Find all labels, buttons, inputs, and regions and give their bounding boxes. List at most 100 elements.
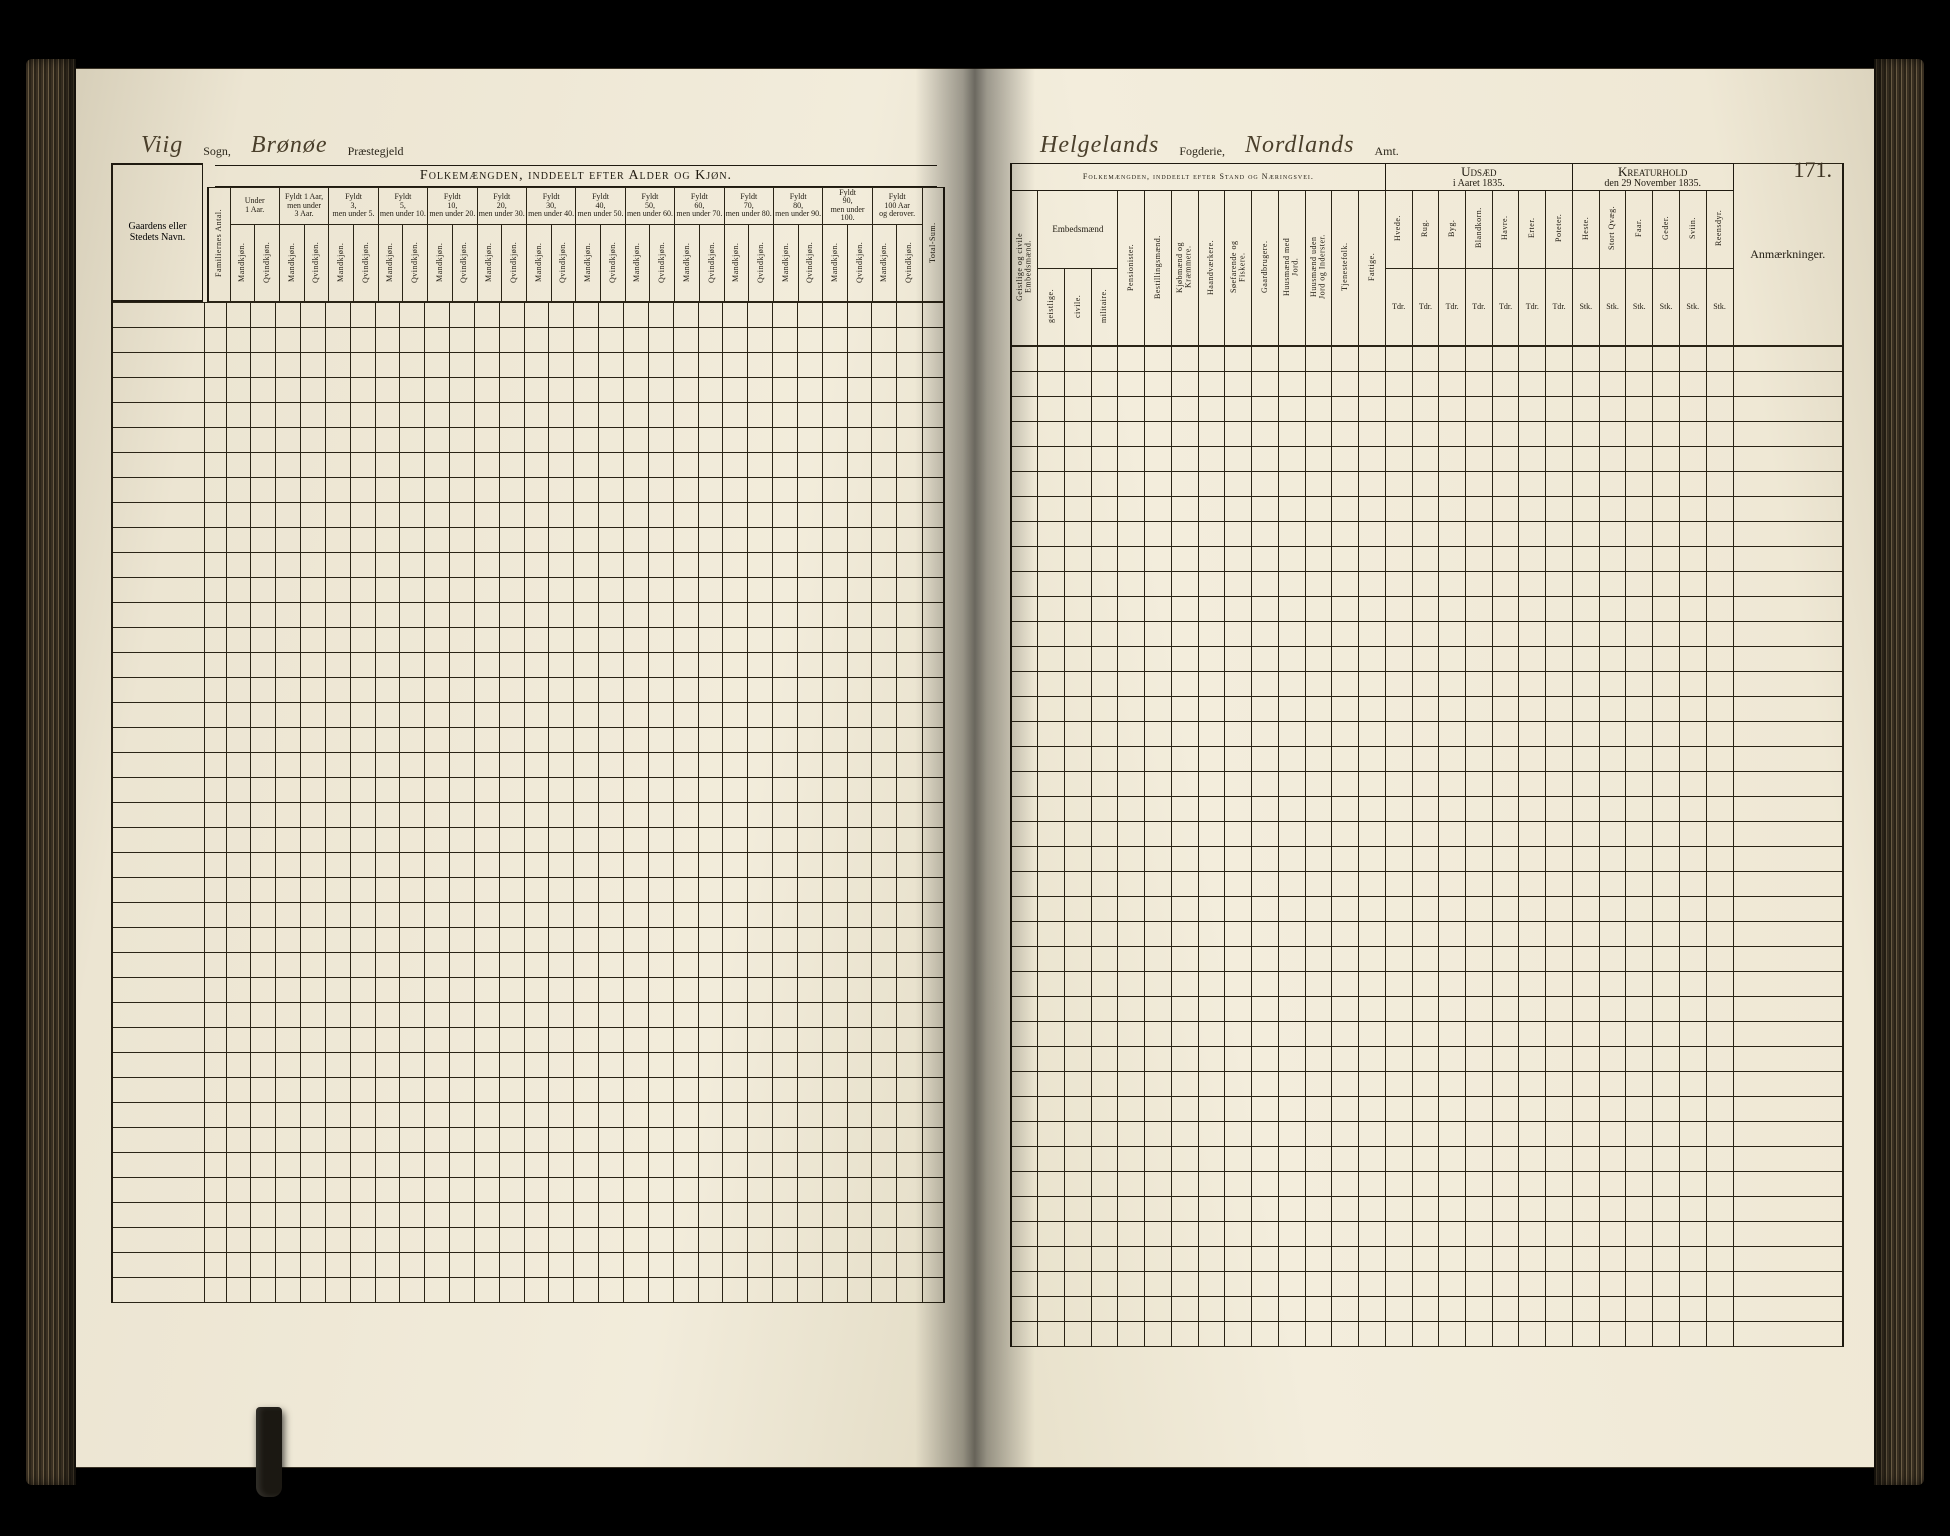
table-row	[112, 877, 944, 902]
table-row	[1011, 946, 1843, 971]
kreatur-col-4: Sviin.	[1689, 192, 1697, 264]
qvindkjon-label: Qvindkjøn.	[460, 226, 468, 298]
binder-clip	[256, 1407, 282, 1497]
gaard-column-header: Gaardens eller Stedets Navn.	[111, 163, 203, 302]
page-stack-left	[26, 59, 76, 1485]
udsad-unit: Tdr.	[1519, 268, 1546, 345]
table-row	[1011, 596, 1843, 621]
table-row	[112, 552, 944, 577]
udsad-col-5: Erter.	[1528, 192, 1536, 264]
age-group-13: Fyldt100 Aarog derover.	[872, 188, 922, 225]
table-row	[112, 777, 944, 802]
left-header-table: Familiernes Antal.Under1 Aar.Fyldt 1 Aar…	[207, 187, 945, 302]
table-row	[112, 377, 944, 402]
table-row	[112, 327, 944, 352]
stand-col-11: Fattige.	[1368, 231, 1376, 303]
stand-col-4: Kjøbmænd og Kræmmere.	[1176, 231, 1193, 303]
gaard-label: Gaardens eller Stedets Navn.	[117, 221, 198, 243]
table-row	[1011, 1196, 1843, 1221]
age-group-12: Fyldt90,men under 100.	[823, 188, 872, 225]
table-row	[1011, 471, 1843, 496]
table-row	[1011, 671, 1843, 696]
table-row	[112, 1252, 944, 1277]
left-grid-body	[111, 302, 945, 1303]
right-grid-body	[1010, 346, 1844, 1347]
table-row	[112, 1202, 944, 1227]
table-row	[112, 1027, 944, 1052]
table-row	[112, 452, 944, 477]
kreatur-unit: Stk.	[1679, 268, 1706, 345]
table-row	[112, 1002, 944, 1027]
table-row	[112, 927, 944, 952]
stand-col-9: Huusmænd uden Jord og Inderster.	[1310, 231, 1327, 303]
table-row	[112, 752, 944, 777]
qvindkjon-label: Qvindkjøn.	[263, 226, 271, 298]
table-row	[112, 402, 944, 427]
age-group-6: Fyldt30,men under 40.	[526, 188, 575, 225]
qvindkjon-label: Qvindkjøn.	[411, 226, 419, 298]
table-row	[112, 1127, 944, 1152]
qvindkjon-label: Qvindkjøn.	[856, 226, 864, 298]
stand-col-0: Geistlige og civile Embedsmænd.	[1016, 231, 1033, 303]
table-row	[1011, 1271, 1843, 1296]
mandkjon-label: Mandkjøn.	[535, 226, 543, 298]
table-row	[1011, 1021, 1843, 1046]
table-row	[1011, 796, 1843, 821]
fogderi-printed-label: Fogderie,	[1179, 144, 1225, 159]
udsad-col-4: Havre.	[1501, 192, 1509, 264]
kreatur-col-2: Faar.	[1635, 192, 1643, 264]
page-stack-right	[1874, 59, 1924, 1485]
stand-col-2: Pensionister.	[1127, 231, 1135, 303]
table-row	[112, 677, 944, 702]
table-row	[1011, 1221, 1843, 1246]
table-row	[1011, 1096, 1843, 1121]
embed-sub-m: militaire.	[1100, 270, 1108, 342]
kreatur-col-3: Geder.	[1662, 192, 1670, 264]
table-row	[112, 1177, 944, 1202]
table-row	[112, 527, 944, 552]
embed-sub-g: geistlige.	[1047, 270, 1055, 342]
table-row	[112, 952, 944, 977]
udsad-col-1: Rug.	[1421, 192, 1429, 264]
qvindkjon-label: Qvindkjøn.	[806, 226, 814, 298]
total-label: Total-Sum.	[929, 207, 937, 279]
table-row	[1011, 546, 1843, 571]
qvindkjon-label: Qvindkjøn.	[362, 226, 370, 298]
table-row	[1011, 721, 1843, 746]
table-row	[1011, 446, 1843, 471]
qvindkjon-label: Qvindkjøn.	[510, 226, 518, 298]
stand-col-10: Tjenestefolk.	[1341, 231, 1349, 303]
table-row	[112, 1152, 944, 1177]
table-row	[112, 702, 944, 727]
kreatur-sub: den 29 November 1835.	[1574, 179, 1732, 190]
udsad-title: Udsæd	[1387, 165, 1571, 179]
kreatur-col-5: Reensdyr.	[1715, 192, 1723, 264]
fogderi-handwriting: Helgelands	[1040, 132, 1159, 159]
praestegjeld-handwriting: Brønøe	[251, 132, 328, 159]
age-group-2: Fyldt3,men under 5.	[329, 188, 378, 225]
amt-handwriting: Nordlands	[1245, 132, 1354, 159]
age-group-4: Fyldt10,men under 20.	[428, 188, 477, 225]
table-row	[112, 827, 944, 852]
kreatur-unit: Stk.	[1626, 268, 1653, 345]
table-row	[1011, 921, 1843, 946]
age-group-9: Fyldt60,men under 70.	[675, 188, 724, 225]
mandkjon-label: Mandkjøn.	[238, 226, 246, 298]
amt-printed-label: Amt.	[1374, 144, 1398, 159]
embedsmaend-label: Embedsmænd	[1038, 191, 1118, 268]
table-row	[1011, 996, 1843, 1021]
age-group-10: Fyldt70,men under 80.	[724, 188, 773, 225]
folkemaengde-wrap: Folkemængden, inddeelt efter Alder og Kj…	[207, 163, 945, 302]
mandkjon-label: Mandkjøn.	[584, 226, 592, 298]
qvindkjon-label: Qvindkjøn.	[559, 226, 567, 298]
table-row	[1011, 396, 1843, 421]
mandkjon-label: Mandkjøn.	[683, 226, 691, 298]
table-row	[112, 1052, 944, 1077]
table-row	[1011, 621, 1843, 646]
udsad-unit: Tdr.	[1385, 268, 1412, 345]
left-section-title: Folkemængden, inddeelt efter Alder og Kj…	[215, 165, 937, 187]
table-row	[112, 977, 944, 1002]
table-row	[112, 1277, 944, 1302]
kreatur-col-1: Stort Qvæg.	[1608, 192, 1616, 264]
stand-col-8: Huusmænd med Jord.	[1283, 231, 1300, 303]
